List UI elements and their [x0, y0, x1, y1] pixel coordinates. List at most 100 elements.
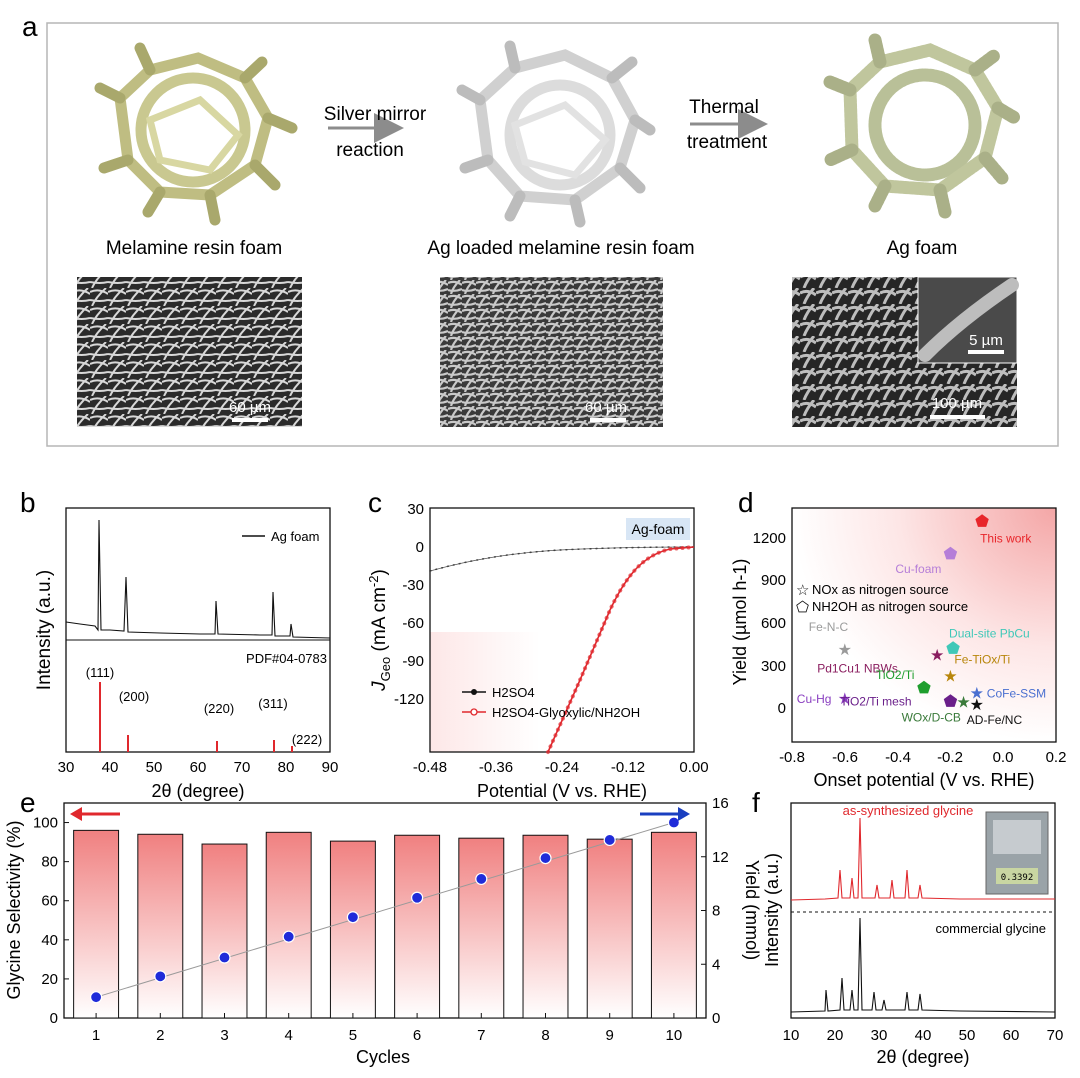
arrow2-line1: Thermal: [689, 97, 759, 118]
f-xtick-5: 60: [1003, 1027, 1020, 1044]
panel-f-xlabel: 2θ (degree): [876, 1047, 969, 1067]
selectivity-bar: [137, 833, 184, 1019]
lsv-h2so4-line: [429, 546, 695, 572]
yield-point: [89, 991, 103, 1004]
literature-point-marker: ⬟: [946, 640, 960, 657]
cycle-tick-label: 7: [477, 1027, 485, 1044]
b-xtick-1: 40: [102, 759, 119, 776]
b-xtick-0: 30: [58, 759, 75, 776]
b-xtick-3: 60: [190, 759, 207, 776]
selectivity-tick-label: 40: [41, 932, 58, 949]
sem3-inset-scale-bar: [968, 350, 1004, 354]
yield-point: [154, 970, 167, 983]
b-xtick-2: 50: [146, 759, 163, 776]
literature-point-marker: ★: [838, 691, 852, 708]
panel-b-xlabel: 2θ (degree): [151, 781, 244, 801]
panel-d-xticks: -0.8 -0.6 -0.4 -0.2 0.0 0.2: [779, 749, 1066, 766]
panel-a-frame: [46, 22, 1059, 447]
yield-point: [539, 851, 552, 865]
selectivity-bar: [265, 831, 312, 1019]
peak-label-220: (220): [204, 701, 234, 716]
yield-tick-label: 8: [712, 903, 720, 920]
c-ytick-4: -90: [402, 653, 424, 670]
panel-a-letter: a: [22, 11, 38, 42]
panel-e-xlabel: Cycles: [356, 1047, 410, 1067]
c-ytick-3: -60: [402, 615, 424, 632]
panel-c-ylabel: JGeo (mA cm-2): [366, 569, 393, 692]
sem3-inset-scale-label: 5 µm: [969, 332, 1003, 349]
literature-point-label: TiO2/Ti: [876, 668, 914, 682]
c-xtick-3: -0.12: [611, 759, 645, 776]
panel-c-letter: c: [368, 487, 382, 518]
arrow1-line2: reaction: [336, 140, 404, 161]
panel-f-label-bottom: commercial glycine: [935, 921, 1046, 936]
sem3-inset-fiber: [918, 278, 1019, 362]
sem3-scale-bar: [930, 415, 985, 419]
f-xtick-1: 20: [827, 1027, 844, 1044]
literature-point-marker: ⬟: [975, 514, 989, 531]
literature-point-marker: ★: [956, 695, 970, 712]
panel-b-axes: [65, 507, 331, 753]
literature-point-label: Dual-site PbCu: [949, 626, 1030, 640]
label-ag-foam: Ag foam: [887, 238, 958, 259]
panel-c-yticks: 30 0 -30 -60 -90 -120: [394, 501, 424, 708]
lsv-glyoxylic-curve: [547, 546, 695, 753]
selectivity-tick-label: 100: [33, 815, 58, 832]
selectivity-tick-label: 0: [50, 1010, 58, 1027]
cycle-tick-label: 10: [666, 1027, 683, 1044]
panel-d-axes: [791, 507, 1057, 743]
panel-e-axis-arrows: [70, 807, 690, 821]
panel-d-xlabel: Onset potential (V vs. RHE): [813, 770, 1034, 790]
c-legend-glyoxylic: H2SO4-Glyoxylic/NH2OH: [492, 705, 640, 720]
d-ytick-0: 0: [778, 700, 786, 717]
d-xtick-4: 0.0: [993, 749, 1014, 766]
panel-d-ylabel: Yield (µmol h-1): [730, 559, 750, 686]
panel-b-pdf-label: PDF#04-0783: [246, 651, 327, 666]
selectivity-bar: [329, 840, 376, 1019]
panel-e-ylabel-left: Glycine Selectivity (%): [4, 820, 24, 999]
panel-b-legend: Ag foam: [242, 529, 319, 544]
label-ag-loaded: Ag loaded melamine resin foam: [427, 238, 694, 259]
d-legend-star-icon: ☆: [796, 582, 809, 599]
panel-b-letter: b: [20, 487, 36, 518]
sem1-scale-bar: [232, 418, 268, 422]
lsv-h2so4-curve: [429, 546, 695, 572]
yield-point: [218, 951, 231, 964]
d-xtick-1: -0.6: [832, 749, 858, 766]
selectivity-bar: [201, 843, 248, 1019]
literature-point-marker: ★: [930, 647, 944, 664]
literature-point-marker: ★: [970, 686, 984, 703]
selectivity-tick-label: 60: [41, 893, 58, 910]
panel-f-label-top: as-synthesized glycine: [843, 803, 974, 818]
c-ytick-1: 0: [416, 539, 424, 556]
selectivity-bar: [650, 831, 697, 1019]
panel-c-xlabel: Potential (V vs. RHE): [477, 781, 647, 801]
f-xtick-0: 10: [783, 1027, 800, 1044]
literature-point-marker: ★: [970, 697, 984, 714]
xrd-ag-foam-trace: [65, 519, 331, 639]
f-xtick-3: 40: [915, 1027, 932, 1044]
panel-c-tag: Ag-foam: [632, 521, 685, 537]
cycle-tick-label: 1: [92, 1027, 100, 1044]
d-xtick-2: -0.4: [885, 749, 911, 766]
panel-c-tag-bg: [626, 518, 690, 540]
peak-label-222: (222): [292, 732, 322, 747]
c-xtick-2: -0.24: [545, 759, 579, 776]
b-xtick-6: 90: [322, 759, 339, 776]
xrd-synthesized-trace: [790, 817, 1055, 901]
literature-point-marker: ★: [943, 669, 957, 686]
literature-point-marker: ⬟: [943, 546, 957, 563]
balance-photo: 0.3392: [985, 811, 1049, 895]
panel-b-xticks: 30 40 50 60 70 80 90: [58, 759, 339, 776]
sem2-scale-bar: [590, 418, 626, 422]
panel-d-points: ⬟This work⬟Cu-foam★Fe-N-C⬟Dual-site PbCu…: [797, 514, 1046, 727]
selectivity-bar: [394, 834, 441, 1019]
literature-point-label: AD-Fe/NC: [967, 713, 1023, 727]
cycle-tick-label: 5: [349, 1027, 357, 1044]
arrow2-line2: treatment: [687, 132, 768, 153]
selectivity-bar: [73, 829, 120, 1019]
yield-point: [282, 930, 295, 943]
f-xtick-2: 30: [871, 1027, 888, 1044]
